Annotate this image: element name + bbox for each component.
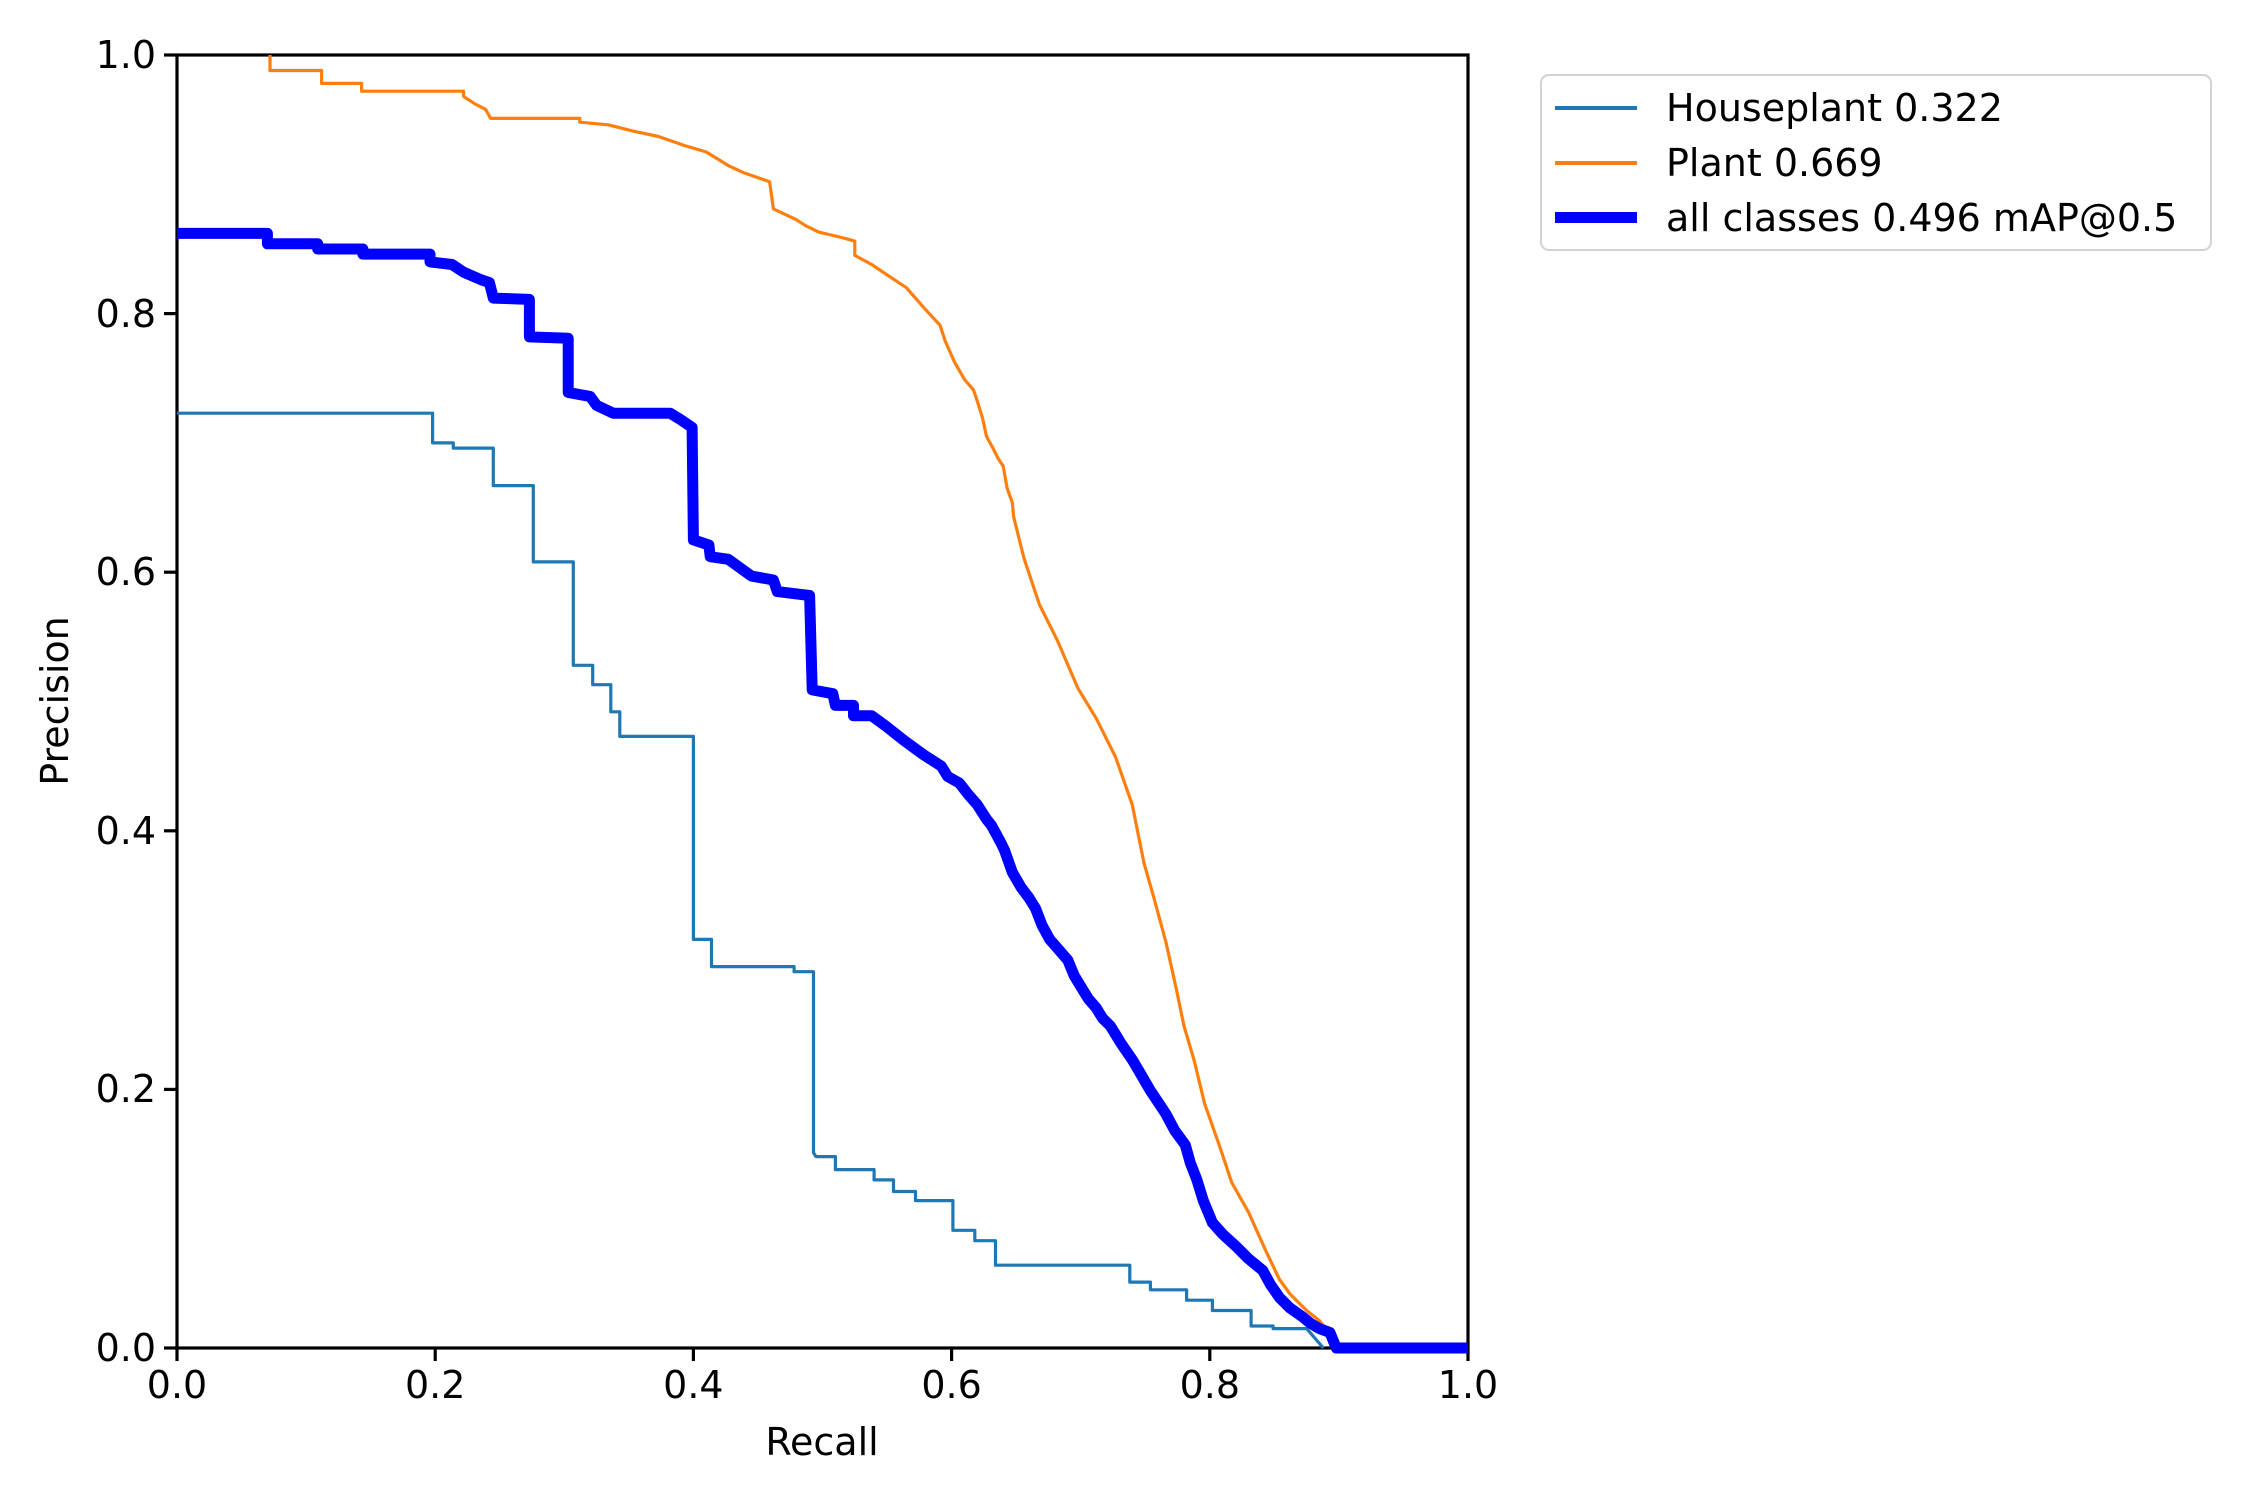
- plot-area: [175, 53, 1470, 1350]
- x-tick-label: 0.0: [146, 1363, 208, 1407]
- curve-all-classes: [177, 227, 1468, 1354]
- legend-entry-all-classes: all classes 0.496 mAP@0.5: [1555, 190, 2200, 245]
- legend-entry-houseplant: Houseplant 0.322: [1555, 80, 2200, 135]
- y-axis-title: Precision: [33, 616, 77, 786]
- y-tick-label: 1.0: [95, 33, 156, 77]
- legend-label: Plant 0.669: [1666, 140, 1883, 185]
- legend: Houseplant 0.322 Plant 0.669 all classes…: [1540, 74, 2212, 251]
- y-tick-label: 0.4: [95, 808, 156, 853]
- x-tick-label: 1.0: [1437, 1363, 1499, 1407]
- legend-entry-plant: Plant 0.669: [1555, 135, 2200, 190]
- curve-plant: [268, 55, 1341, 1349]
- legend-label: all classes 0.496 mAP@0.5: [1666, 195, 2178, 240]
- x-tick-label: 0.6: [921, 1363, 982, 1407]
- x-tick-label: 0.4: [663, 1363, 724, 1407]
- plant-line-swatch-icon: [1555, 160, 1637, 165]
- x-tick-label: 0.8: [1179, 1363, 1241, 1407]
- y-tick-label: 0.0: [95, 1326, 156, 1370]
- x-axis-title: Recall: [765, 1420, 879, 1464]
- all-classes-line-swatch-icon: [1555, 212, 1637, 223]
- curve-houseplant: [177, 411, 1325, 1350]
- houseplant-line-swatch-icon: [1555, 105, 1637, 110]
- x-tick-label: 0.2: [404, 1363, 466, 1407]
- y-tick-label: 0.8: [95, 291, 156, 336]
- y-tick-label: 0.6: [95, 550, 156, 595]
- y-tick-label: 0.2: [95, 1067, 156, 1112]
- legend-label: Houseplant 0.322: [1666, 85, 2003, 130]
